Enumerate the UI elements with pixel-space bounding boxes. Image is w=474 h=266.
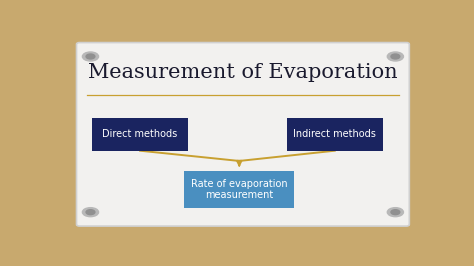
Circle shape <box>387 52 403 61</box>
Circle shape <box>82 52 99 61</box>
Text: Rate of evaporation
measurement: Rate of evaporation measurement <box>191 179 288 201</box>
Circle shape <box>82 208 99 217</box>
FancyBboxPatch shape <box>287 118 383 151</box>
FancyBboxPatch shape <box>92 118 188 151</box>
Circle shape <box>391 54 400 59</box>
Circle shape <box>86 210 95 215</box>
Text: Direct methods: Direct methods <box>102 129 178 139</box>
Text: Measurement of Evaporation: Measurement of Evaporation <box>88 63 398 82</box>
Text: Indirect methods: Indirect methods <box>293 129 376 139</box>
Circle shape <box>387 208 403 217</box>
Circle shape <box>391 210 400 215</box>
Circle shape <box>86 54 95 59</box>
FancyBboxPatch shape <box>184 171 294 208</box>
FancyBboxPatch shape <box>76 43 410 226</box>
